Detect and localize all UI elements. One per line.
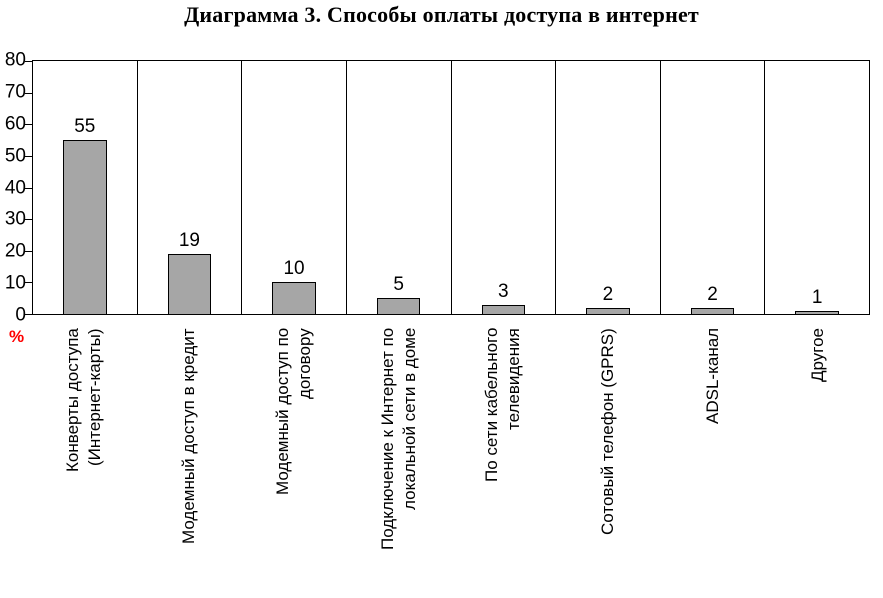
category-label-cell: Модемный доступ по договору xyxy=(242,316,347,593)
y-axis-labels: 80 70 60 50 40 30 20 10 0 xyxy=(0,51,27,325)
bar-column: 3 xyxy=(452,61,557,314)
y-axis-tick-label: 40 xyxy=(4,177,26,198)
y-axis-tick-label: 10 xyxy=(4,272,26,294)
category-label-cell: Конверты доступа (Интернет-карты) xyxy=(32,316,137,593)
bar xyxy=(167,253,212,314)
bar xyxy=(586,307,630,314)
category-label: Другое xyxy=(807,328,827,383)
y-axis-tick-label: 70 xyxy=(4,81,26,103)
y-axis-tick-label: 30 xyxy=(4,208,26,230)
bar xyxy=(63,140,107,314)
category-labels: Конверты доступа (Интернет-карты) Модемны… xyxy=(32,316,870,593)
category-label-cell: ADSL-канал xyxy=(661,316,766,593)
category-label: ADSL-канал xyxy=(702,328,722,425)
bar xyxy=(795,310,839,314)
y-axis-tick-label: 20 xyxy=(4,240,26,262)
bar-column: 19 xyxy=(138,61,243,314)
bar-value-label: 2 xyxy=(707,283,718,305)
plot-area: 55 19 10 5 3 2 2 1 xyxy=(25,60,870,315)
y-axis-tick-label: 50 xyxy=(4,145,26,167)
bar-column: 2 xyxy=(556,61,661,314)
category-label-cell: По сети кабельного телевидения xyxy=(451,316,556,593)
bar xyxy=(272,282,316,314)
y-axis-tick-mark xyxy=(25,92,33,94)
y-axis-unit-label: % xyxy=(9,327,25,346)
bar-value-label: 3 xyxy=(498,280,509,302)
y-axis-tick-mark xyxy=(25,155,33,157)
y-axis-tick-label: 60 xyxy=(4,113,26,135)
bar-value-label: 1 xyxy=(811,286,823,308)
category-label-cell: Подключение к Интернет по локальной сети… xyxy=(346,316,451,593)
bar-column: 10 xyxy=(242,61,347,314)
bar-value-label: 55 xyxy=(74,116,96,138)
category-label: По сети кабельного телевидения xyxy=(482,328,524,483)
category-label: Модемный доступ в кредит xyxy=(179,328,199,544)
bar-value-label: 19 xyxy=(178,229,200,251)
y-axis-tick-mark xyxy=(25,61,33,62)
bar-column: 1 xyxy=(765,61,869,314)
category-label-cell: Модемный доступ в кредит xyxy=(137,316,242,593)
bar-column: 5 xyxy=(347,61,452,314)
bar xyxy=(690,307,735,314)
y-axis-tick-mark xyxy=(25,219,33,221)
bar-value-label: 5 xyxy=(393,274,404,296)
bar-value-label: 10 xyxy=(283,258,305,280)
y-axis-tick-mark xyxy=(25,282,33,284)
category-label: Конверты доступа (Интернет-карты) xyxy=(63,328,105,472)
bar xyxy=(376,298,421,314)
y-axis-tick-mark xyxy=(25,187,33,189)
bar-value-label: 2 xyxy=(602,283,614,305)
y-axis-tick-label: 80 xyxy=(4,49,26,71)
y-axis-tick-mark xyxy=(25,314,33,315)
y-axis-tick-mark xyxy=(25,124,33,126)
y-axis-tick-mark xyxy=(25,250,33,252)
chart-title: Диаграмма 3. Способы оплаты доступа в ин… xyxy=(184,2,699,27)
y-axis-tick-label: 0 xyxy=(15,304,26,326)
category-label: Подключение к Интернет по локальной сети… xyxy=(377,328,419,551)
category-label-cell: Сотовый телефон (GPRS) xyxy=(556,316,661,593)
category-label: Сотовый телефон (GPRS) xyxy=(598,328,618,535)
bar xyxy=(481,304,526,314)
category-label: Модемный доступ по договору xyxy=(272,328,314,496)
bar-column: 2 xyxy=(661,61,766,314)
category-label-cell: Другое xyxy=(765,316,870,593)
bar-column: 55 xyxy=(33,61,138,314)
